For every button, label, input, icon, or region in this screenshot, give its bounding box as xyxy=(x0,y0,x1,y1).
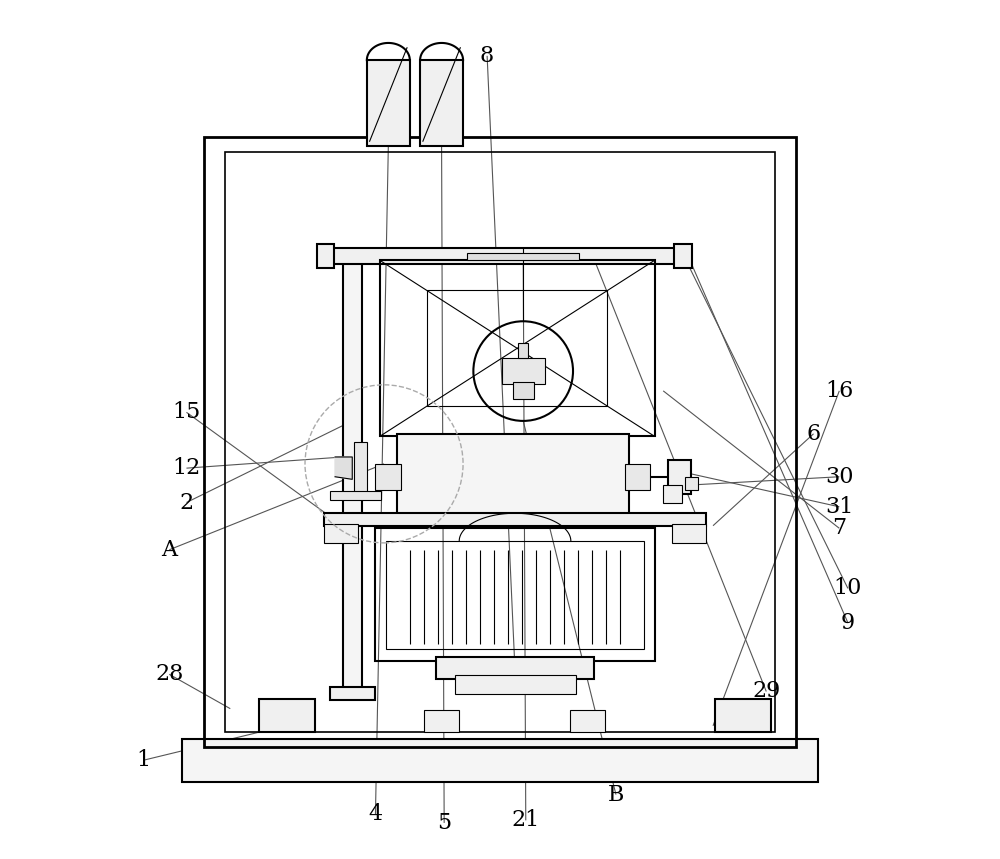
Text: 31: 31 xyxy=(825,496,853,518)
Text: 9: 9 xyxy=(841,612,855,634)
Bar xyxy=(455,675,576,694)
Text: 5: 5 xyxy=(437,812,451,834)
Text: 30: 30 xyxy=(825,466,854,488)
Bar xyxy=(674,244,692,268)
Text: 29: 29 xyxy=(752,680,780,703)
Bar xyxy=(324,248,685,264)
Bar xyxy=(367,60,410,146)
Bar xyxy=(343,258,362,691)
Bar xyxy=(397,434,629,515)
Text: A: A xyxy=(161,539,177,561)
Bar xyxy=(324,524,358,543)
Text: 12: 12 xyxy=(172,457,201,479)
Bar xyxy=(324,513,706,526)
Text: 2: 2 xyxy=(179,491,194,514)
Text: 8: 8 xyxy=(480,45,494,67)
Text: 10: 10 xyxy=(834,577,862,600)
Bar xyxy=(182,739,818,782)
Bar xyxy=(375,528,655,661)
Bar xyxy=(330,687,375,700)
Bar xyxy=(375,464,401,490)
Text: B: B xyxy=(608,783,624,806)
Text: 1: 1 xyxy=(136,749,151,771)
Bar xyxy=(354,442,367,494)
Bar xyxy=(327,250,377,262)
Bar xyxy=(330,491,381,500)
Bar xyxy=(386,541,644,649)
Text: 28: 28 xyxy=(155,663,183,685)
Text: 7: 7 xyxy=(832,517,846,539)
Text: 15: 15 xyxy=(172,401,201,423)
Bar xyxy=(467,253,579,260)
Bar xyxy=(518,343,528,358)
Bar xyxy=(436,657,594,679)
Bar xyxy=(663,485,682,503)
Bar xyxy=(685,477,698,490)
Polygon shape xyxy=(335,457,352,479)
Bar xyxy=(420,60,463,146)
Bar xyxy=(259,699,315,732)
Bar xyxy=(672,524,706,543)
Bar xyxy=(225,152,775,732)
Bar xyxy=(424,710,459,732)
Bar xyxy=(502,358,545,384)
Bar xyxy=(625,464,650,490)
Text: 4: 4 xyxy=(368,803,383,825)
Bar xyxy=(668,460,691,494)
Bar xyxy=(204,137,796,747)
Bar xyxy=(427,290,607,406)
Bar xyxy=(317,244,334,268)
Text: 6: 6 xyxy=(806,423,821,445)
Bar xyxy=(570,710,605,732)
Bar xyxy=(715,699,771,732)
Bar xyxy=(513,382,534,399)
Text: 16: 16 xyxy=(825,380,853,402)
Bar xyxy=(380,260,655,436)
Text: 21: 21 xyxy=(512,809,540,832)
